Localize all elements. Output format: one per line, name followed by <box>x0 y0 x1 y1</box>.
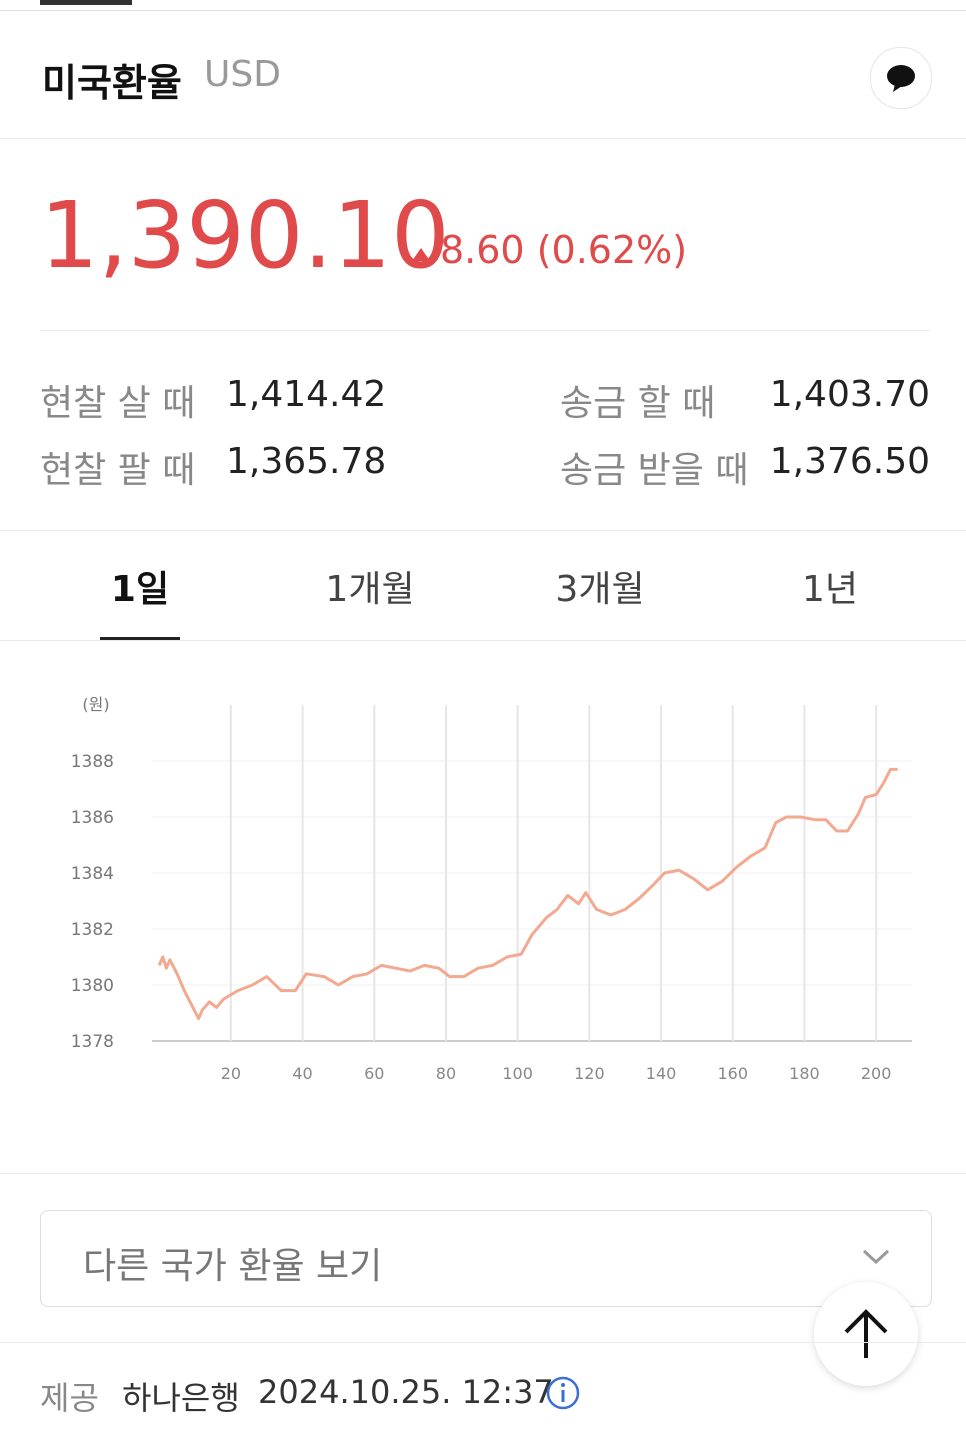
rate-value: 1,414.42 <box>226 374 387 415</box>
rate-value: 1,365.78 <box>226 441 387 482</box>
y-tick-label: 1382 <box>71 920 114 940</box>
tab-indicator <box>100 637 180 640</box>
up-arrow <box>412 248 430 261</box>
divider <box>0 1342 966 1343</box>
x-tick-label: 40 <box>292 1064 312 1083</box>
provider: 하나은행 <box>122 1379 240 1417</box>
up-icon <box>844 1309 888 1358</box>
country-select[interactable]: 다른 국가 환율 보기 <box>40 1210 932 1307</box>
y-tick-label: 1388 <box>71 752 114 772</box>
rate-value: 1,376.50 <box>769 441 930 482</box>
x-tick-label: 20 <box>221 1064 241 1083</box>
comment-icon <box>887 65 915 92</box>
x-tick-label: 140 <box>646 1064 677 1083</box>
rate-label: 현찰 팔 때 <box>40 450 196 491</box>
rate-label: 현찰 살 때 <box>40 383 196 424</box>
info-icon[interactable] <box>545 1375 581 1411</box>
x-tick-label: 120 <box>574 1064 605 1083</box>
divider <box>0 1173 966 1174</box>
x-tick-label: 80 <box>436 1064 456 1083</box>
y-tick-label: 1384 <box>71 864 114 884</box>
select-text: 다른 국가 환율 보기 <box>83 1246 383 1287</box>
x-tick-label: 160 <box>717 1064 748 1083</box>
chevron <box>862 1249 890 1265</box>
comment-button[interactable] <box>870 47 932 109</box>
x-tick-label: 100 <box>502 1064 533 1083</box>
divider <box>0 530 966 531</box>
y-tick-label: 1378 <box>71 1032 114 1052</box>
divider <box>40 330 930 331</box>
divider <box>0 10 966 11</box>
top-indicator <box>40 0 132 5</box>
chart: (원) 1378 1380 1382 1384 1386 1388 20 40 60 80 100 1… <box>71 695 912 1083</box>
footer-label: 제공 <box>40 1379 99 1417</box>
timestamp: 2024.10.25. 12:37 <box>258 1373 554 1411</box>
y-tick-label: 1386 <box>71 808 114 828</box>
tab[interactable]: 1일 <box>110 569 170 610</box>
line <box>157 767 898 1021</box>
divider <box>0 138 966 139</box>
rate-value: 1,403.70 <box>769 374 930 415</box>
rate-label: 송금 할 때 <box>560 383 716 424</box>
divider <box>0 640 966 641</box>
tab[interactable]: 1년 <box>801 569 859 610</box>
x-tick-label: 60 <box>364 1064 384 1083</box>
x-tick-label: 180 <box>789 1064 820 1083</box>
x-tick-label: 200 <box>861 1064 892 1083</box>
price-change: 8.60 (0.62%) <box>440 228 688 272</box>
rate-label: 송금 받을 때 <box>560 450 749 491</box>
currency-code: USD <box>204 54 281 95</box>
tab[interactable]: 3개월 <box>555 569 645 610</box>
y-tick-label: 1380 <box>71 976 114 996</box>
tab[interactable]: 1개월 <box>325 569 415 610</box>
y-unit: (원) <box>82 695 109 714</box>
scroll-top-button[interactable] <box>814 1282 918 1386</box>
title: 미국환율 <box>42 61 182 105</box>
price: 1,390.10 <box>40 182 450 289</box>
